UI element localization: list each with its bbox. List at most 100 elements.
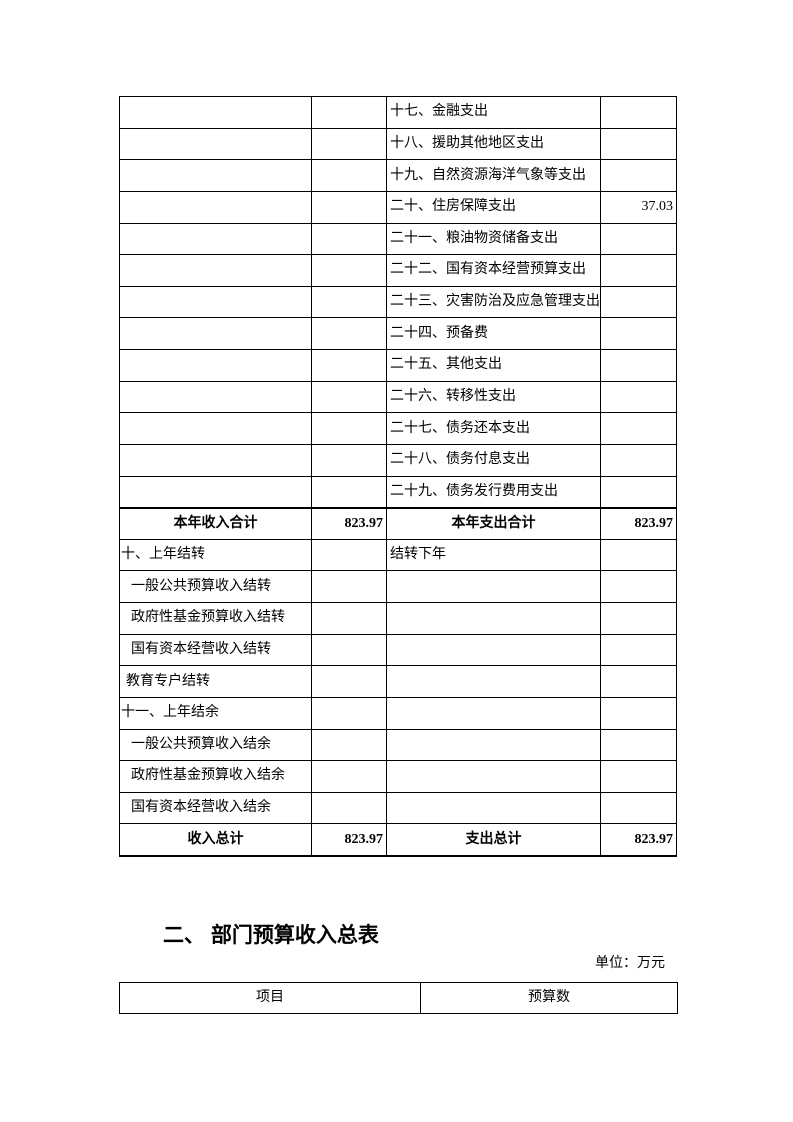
expense-value-cell [601,381,677,414]
expense-grand-total-label-cell: 支出总计 [387,824,601,856]
expense-value-cell [601,223,677,256]
expense-label-cell [387,634,601,667]
income-value-cell [312,381,387,414]
income-value-cell [312,603,387,635]
expense-label-cell: 二十三、灾害防治及应急管理支出 [387,286,601,319]
income-table: 项目 预算数 [119,982,678,1014]
expense-label-cell: 二十五、其他支出 [387,350,601,382]
expense-value-cell [601,603,677,635]
income-value-cell [312,286,387,319]
expense-value-cell [601,160,677,192]
income-label-cell [120,350,312,382]
column-header-item: 项目 [120,983,421,1013]
expense-label-cell: 二十一、粮油物资储备支出 [387,223,601,256]
expense-label-cell: 十八、援助其他地区支出 [387,128,601,161]
income-label-cell [120,318,312,350]
expense-value-cell [601,444,677,477]
expense-label-cell [387,603,601,635]
expense-label-cell: 二十七、债务还本支出 [387,413,601,445]
expense-value-cell [601,97,677,129]
expense-label-cell [387,792,601,825]
budget-overview-table: 十七、金融支出 十八、援助其他地区支出 十九、自然资源海洋气象等支出 二十、住房保障支… [119,96,677,857]
income-label-cell [120,476,312,509]
income-value-cell [312,191,387,224]
income-label-cell [120,381,312,414]
expense-value-cell [601,539,677,572]
income-total-value-cell: 823.97 [312,508,387,540]
income-value-cell [312,792,387,825]
income-label-cell [120,97,312,129]
income-label-cell [120,413,312,445]
income-label-cell [120,191,312,224]
income-value-cell [312,634,387,667]
expense-total-label-cell: 本年支出合计 [387,508,601,540]
income-value-cell [312,761,387,793]
income-label-cell [120,255,312,287]
income-value-cell [312,539,387,572]
expense-label-cell: 十七、金融支出 [387,97,601,129]
income-value-cell [312,128,387,161]
income-label-cell: 一般公共预算收入结转 [120,571,312,603]
expense-label-cell: 二十六、转移性支出 [387,381,601,414]
expense-label-cell [387,666,601,698]
income-value-cell [312,97,387,129]
expense-value-cell [601,286,677,319]
income-label-cell: 十、上年结转 [120,539,312,572]
income-value-cell [312,571,387,603]
income-label-cell [120,444,312,477]
expense-grand-total-value-cell: 823.97 [601,824,677,856]
column-header-budget: 预算数 [528,990,570,1005]
income-total-label-cell: 本年收入合计 [120,508,312,540]
income-value-cell [312,350,387,382]
expense-label-cell: 二十八、债务付息支出 [387,444,601,477]
expense-value-cell [601,634,677,667]
expense-label-cell [387,761,601,793]
expense-label-cell [387,571,601,603]
expense-label-cell: 二十、住房保障支出 [387,191,601,224]
income-value-cell [312,160,387,192]
income-value-cell [312,666,387,698]
expense-value-cell [601,666,677,698]
income-label-cell: 一般公共预算收入结余 [120,729,312,762]
expense-value-cell [601,350,677,382]
expense-value-cell [601,571,677,603]
expense-label-cell: 二十九、债务发行费用支出 [387,476,601,509]
expense-value-cell [601,413,677,445]
expense-value-cell [601,476,677,509]
income-value-cell [312,729,387,762]
expense-value-cell [601,792,677,825]
income-grand-total-value-cell: 823.97 [312,824,387,856]
expense-value-cell [601,128,677,161]
income-label-cell [120,286,312,319]
expense-label-cell [387,697,601,730]
income-label-cell: 政府性基金预算收入结余 [120,761,312,793]
income-label-cell: 教育专户结转 [120,666,312,698]
section-heading: 二、 部门预算收入总表 [163,924,379,947]
income-label-cell: 国有资本经营收入结余 [120,792,312,825]
expense-total-value-cell: 823.97 [601,508,677,540]
income-value-cell [312,255,387,287]
expense-label-cell: 二十四、预备费 [387,318,601,350]
income-label-cell [120,160,312,192]
income-value-cell [312,444,387,477]
income-value-cell [312,413,387,445]
income-grand-total-label-cell: 收入总计 [120,824,312,856]
expense-label-cell: 结转下年 [387,539,601,572]
unit-note: 单位：万元 [595,956,665,971]
income-label-cell [120,223,312,256]
income-label-cell: 政府性基金预算收入结转 [120,603,312,635]
expense-value-cell [601,255,677,287]
income-value-cell [312,476,387,509]
expense-value-cell [601,761,677,793]
income-label-cell: 国有资本经营收入结转 [120,634,312,667]
expense-label-cell: 十九、自然资源海洋气象等支出 [387,160,601,192]
expense-value-cell [601,318,677,350]
income-value-cell [312,318,387,350]
income-label-cell [120,128,312,161]
expense-label-cell: 二十二、国有资本经营预算支出 [387,255,601,287]
income-label-cell: 十一、上年结余 [120,697,312,730]
expense-label-cell [387,729,601,762]
income-value-cell [312,697,387,730]
expense-value-cell [601,729,677,762]
